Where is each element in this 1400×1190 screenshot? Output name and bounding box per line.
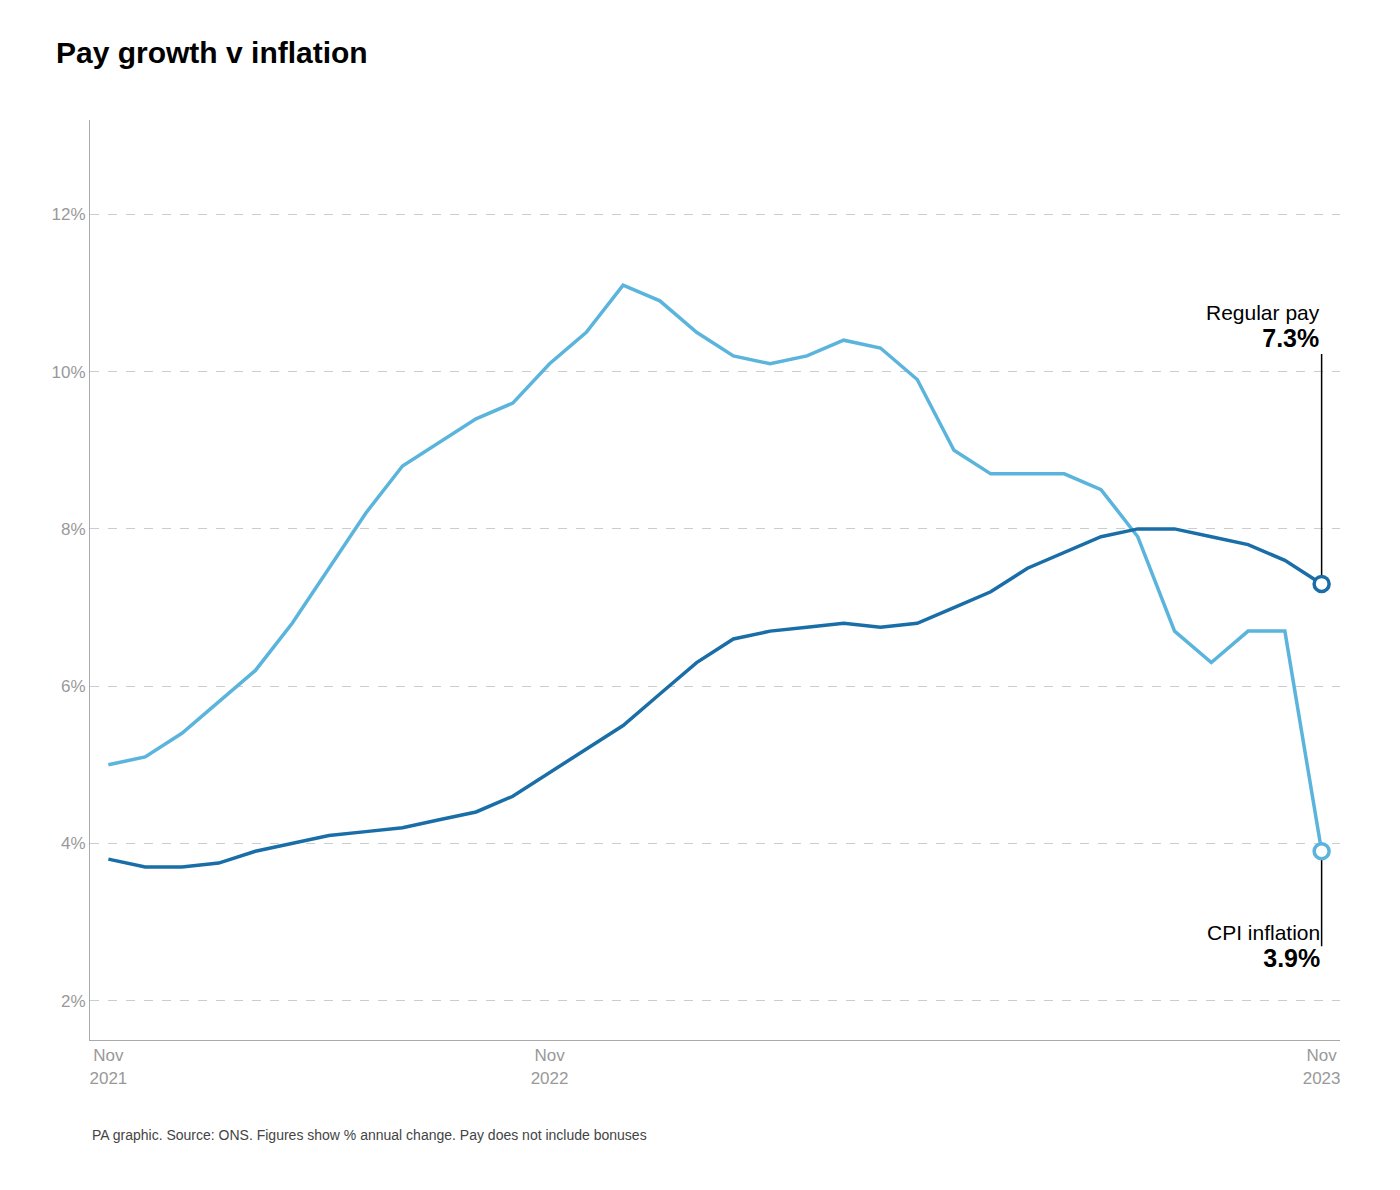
svg-text:8%: 8% xyxy=(61,520,86,539)
svg-text:12%: 12% xyxy=(52,205,86,224)
svg-text:4%: 4% xyxy=(61,834,86,853)
svg-text:Pay growth v inflation: Pay growth v inflation xyxy=(56,36,368,69)
svg-text:Regular pay7.3%: Regular pay7.3% xyxy=(1206,301,1320,352)
svg-text:Nov2022: Nov2022 xyxy=(531,1046,569,1087)
svg-text:6%: 6% xyxy=(61,677,86,696)
svg-text:PA graphic. Source: ONS. Figur: PA graphic. Source: ONS. Figures show % … xyxy=(92,1127,647,1143)
svg-text:10%: 10% xyxy=(52,363,86,382)
svg-text:Nov2023: Nov2023 xyxy=(1303,1046,1341,1087)
svg-text:2%: 2% xyxy=(61,992,86,1011)
svg-text:CPI inflation3.9%: CPI inflation3.9% xyxy=(1207,921,1320,972)
svg-text:Nov2021: Nov2021 xyxy=(89,1046,127,1087)
